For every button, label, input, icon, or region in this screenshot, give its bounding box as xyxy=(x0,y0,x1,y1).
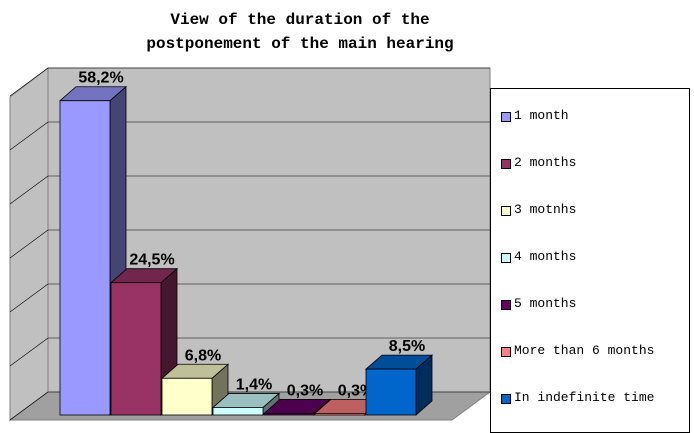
bar xyxy=(314,412,366,416)
legend-item: 4 months xyxy=(501,250,681,264)
legend-swatch xyxy=(501,253,511,263)
data-label: 8,5% xyxy=(389,338,425,355)
legend-swatch xyxy=(501,394,511,404)
bar xyxy=(59,100,111,416)
data-label: 0,3% xyxy=(338,382,374,399)
legend-label: 1 month xyxy=(514,108,569,123)
legend-label: More than 6 months xyxy=(514,343,655,358)
data-label: 0,3% xyxy=(287,382,323,399)
side-grid-line xyxy=(9,175,49,205)
bar xyxy=(365,368,417,416)
legend-label: 2 months xyxy=(514,155,577,170)
data-label: 58,2% xyxy=(78,70,123,87)
legend-item: 2 months xyxy=(501,156,681,170)
side-grid-line xyxy=(9,121,49,151)
side-grid-line xyxy=(9,391,49,421)
side-grid-line xyxy=(9,337,49,367)
data-label: 24,5% xyxy=(129,252,174,269)
chart-title: View of the duration of the postponement… xyxy=(146,11,454,53)
legend-item: More than 6 months xyxy=(501,344,681,358)
legend-label: 4 months xyxy=(514,249,577,264)
bar xyxy=(212,407,264,416)
legend-label: 3 motnhs xyxy=(514,202,577,217)
legend-swatch xyxy=(501,112,511,122)
bar xyxy=(263,412,315,416)
legend-swatch xyxy=(501,159,511,169)
legend-swatch xyxy=(501,300,511,310)
side-grid-line xyxy=(9,67,49,97)
legend-item: 3 motnhs xyxy=(501,203,681,217)
legend-item: 5 months xyxy=(501,297,681,311)
bar xyxy=(161,377,213,416)
legend-swatch xyxy=(501,347,511,357)
side-grid-line xyxy=(9,283,49,313)
data-label: 1,4% xyxy=(236,376,272,393)
bar xyxy=(110,282,162,416)
legend-label: 5 months xyxy=(514,296,577,311)
legend-swatch xyxy=(501,206,511,216)
legend-label: In indefinite time xyxy=(514,390,655,405)
side-grid-line xyxy=(9,229,49,259)
legend: 1 month 2 months 3 motnhs 4 months 5 months M… xyxy=(490,88,690,433)
data-label: 6,8% xyxy=(185,347,221,364)
legend-item: 1 month xyxy=(501,109,681,123)
legend-item: In indefinite time xyxy=(501,391,681,405)
